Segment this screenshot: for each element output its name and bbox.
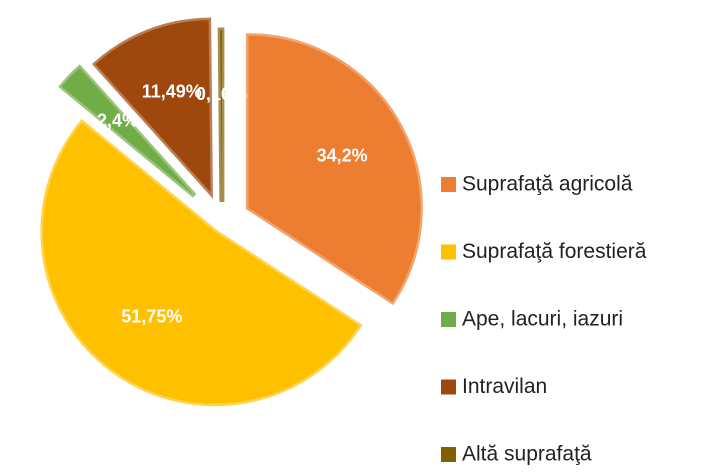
data-label: 2,4%: [97, 111, 138, 131]
legend-swatch: [441, 312, 456, 327]
data-label: 34,2%: [317, 146, 368, 166]
legend-label: Altă suprafaţă: [462, 443, 592, 466]
pie-slice: [58, 64, 197, 198]
legend-swatch: [441, 177, 456, 192]
data-label: 0,16%: [196, 84, 247, 104]
legend-label: Ape, lacuri, iazuri: [462, 308, 623, 331]
legend-label: Suprafaţă forestieră: [462, 240, 647, 263]
data-label: 11,49%: [142, 82, 202, 102]
pie-slice: [217, 27, 225, 203]
legend-swatch: [441, 379, 456, 395]
data-label: 51,75%: [121, 306, 182, 326]
pie-slice: [40, 118, 363, 407]
legend-swatch: [441, 244, 456, 260]
legend-label: Suprafaţă agricolă: [462, 173, 633, 196]
legend-label: Intravilan: [462, 375, 547, 398]
pie-slice: [91, 17, 213, 199]
pie-slice: [245, 33, 423, 306]
legend-swatch: [441, 447, 456, 462]
